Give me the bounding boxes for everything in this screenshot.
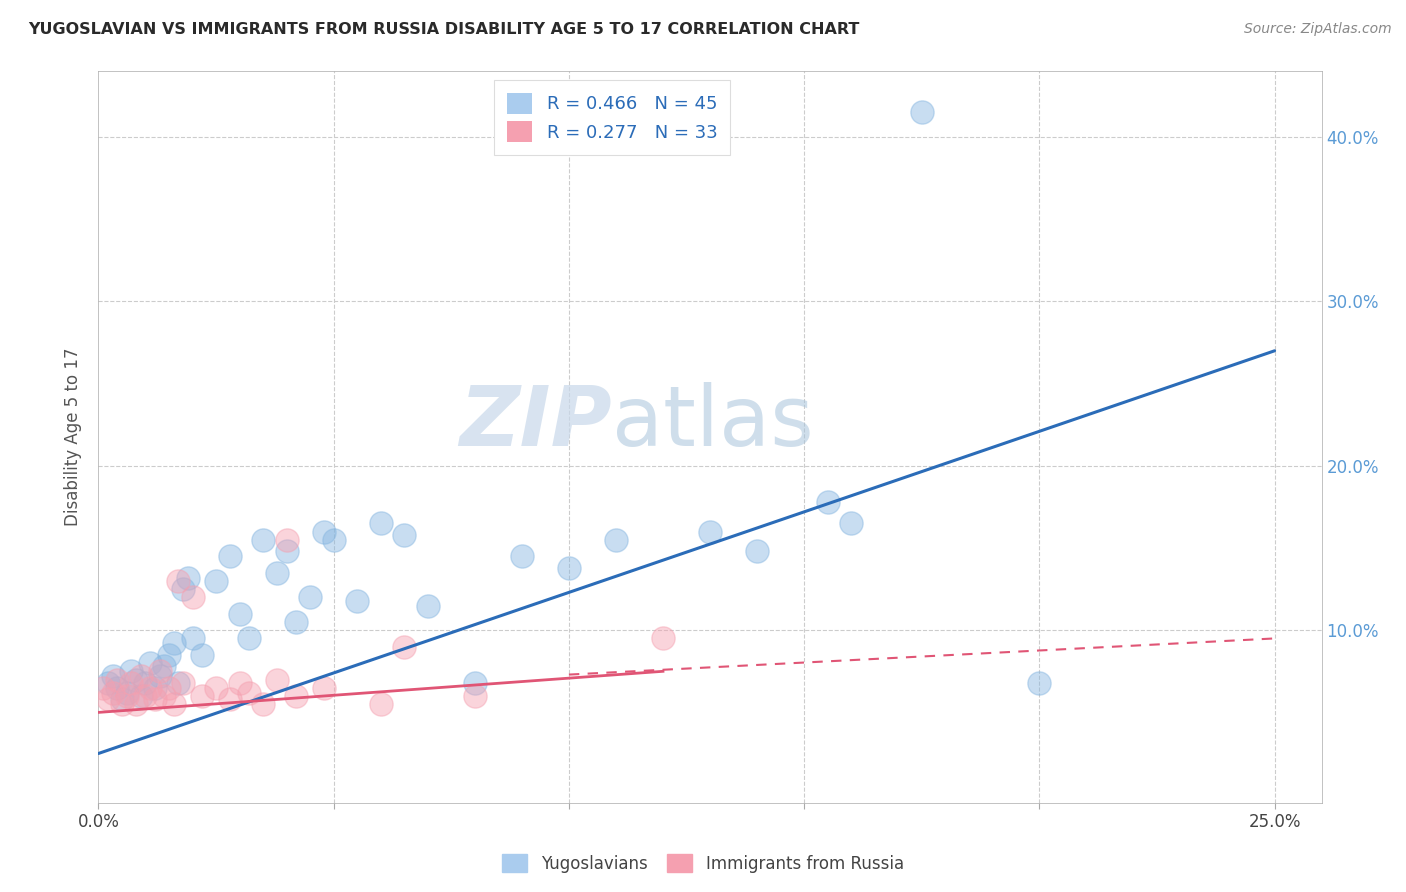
Point [510, 549, 533, 564]
Text: Source: ZipAtlas.com: Source: ZipAtlas.com [1244, 22, 1392, 37]
Point [252, 697, 274, 711]
Point [205, 574, 228, 588]
Point [228, 675, 250, 690]
Point [464, 675, 486, 690]
Y-axis label: Disability Age 5 to 17: Disability Age 5 to 17 [65, 348, 83, 526]
Point [149, 669, 172, 683]
Legend: R = 0.466   N = 45, R = 0.277   N = 33: R = 0.466 N = 45, R = 0.277 N = 33 [495, 80, 730, 154]
Point [129, 669, 152, 683]
Point [115, 689, 138, 703]
Text: YUGOSLAVIAN VS IMMIGRANTS FROM RUSSIA DISABILITY AGE 5 TO 17 CORRELATION CHART: YUGOSLAVIAN VS IMMIGRANTS FROM RUSSIA DI… [28, 22, 859, 37]
Point [322, 533, 344, 547]
Point [205, 681, 228, 695]
Point [111, 692, 134, 706]
Point [167, 675, 190, 690]
Point [129, 689, 152, 703]
Point [191, 689, 214, 703]
Point [105, 673, 128, 687]
Point [177, 571, 200, 585]
Point [191, 648, 214, 662]
Point [745, 544, 768, 558]
Point [172, 582, 194, 596]
Point [228, 607, 250, 621]
Point [252, 533, 274, 547]
Point [314, 681, 336, 695]
Point [219, 549, 242, 564]
Point [134, 689, 156, 703]
Point [416, 599, 439, 613]
Point [105, 681, 128, 695]
Point [125, 673, 148, 687]
Point [101, 669, 124, 683]
Point [149, 665, 172, 679]
Point [238, 632, 260, 646]
Point [157, 648, 180, 662]
Point [91, 681, 114, 695]
Point [266, 673, 288, 687]
Point [276, 544, 298, 558]
Point [134, 675, 156, 690]
Point [111, 697, 134, 711]
Point [392, 640, 416, 654]
Point [276, 533, 298, 547]
Point [153, 659, 176, 673]
Point [153, 689, 176, 703]
Point [97, 692, 120, 706]
Point [238, 686, 260, 700]
Point [652, 632, 675, 646]
Point [817, 495, 839, 509]
Point [97, 675, 120, 690]
Point [699, 524, 721, 539]
Point [101, 686, 124, 700]
Point [219, 692, 242, 706]
Point [163, 636, 186, 650]
Point [346, 593, 368, 607]
Point [285, 615, 308, 629]
Point [299, 591, 322, 605]
Point [839, 516, 862, 531]
Point [172, 675, 194, 690]
Point [143, 692, 166, 706]
Text: ZIP: ZIP [460, 382, 612, 463]
Legend: Yugoslavians, Immigrants from Russia: Yugoslavians, Immigrants from Russia [495, 847, 911, 880]
Point [181, 632, 204, 646]
Point [143, 681, 166, 695]
Point [115, 686, 138, 700]
Point [163, 697, 186, 711]
Point [167, 574, 190, 588]
Point [370, 697, 392, 711]
Point [139, 681, 162, 695]
Point [285, 689, 308, 703]
Point [157, 681, 180, 695]
Text: atlas: atlas [612, 382, 814, 463]
Point [370, 516, 392, 531]
Point [558, 560, 581, 574]
Point [125, 697, 148, 711]
Point [181, 591, 204, 605]
Point [120, 675, 142, 690]
Point [139, 656, 162, 670]
Point [266, 566, 288, 580]
Point [392, 528, 416, 542]
Point [1028, 675, 1050, 690]
Point [464, 689, 486, 703]
Point [120, 665, 142, 679]
Point [911, 105, 934, 120]
Point [605, 533, 627, 547]
Point [314, 524, 336, 539]
